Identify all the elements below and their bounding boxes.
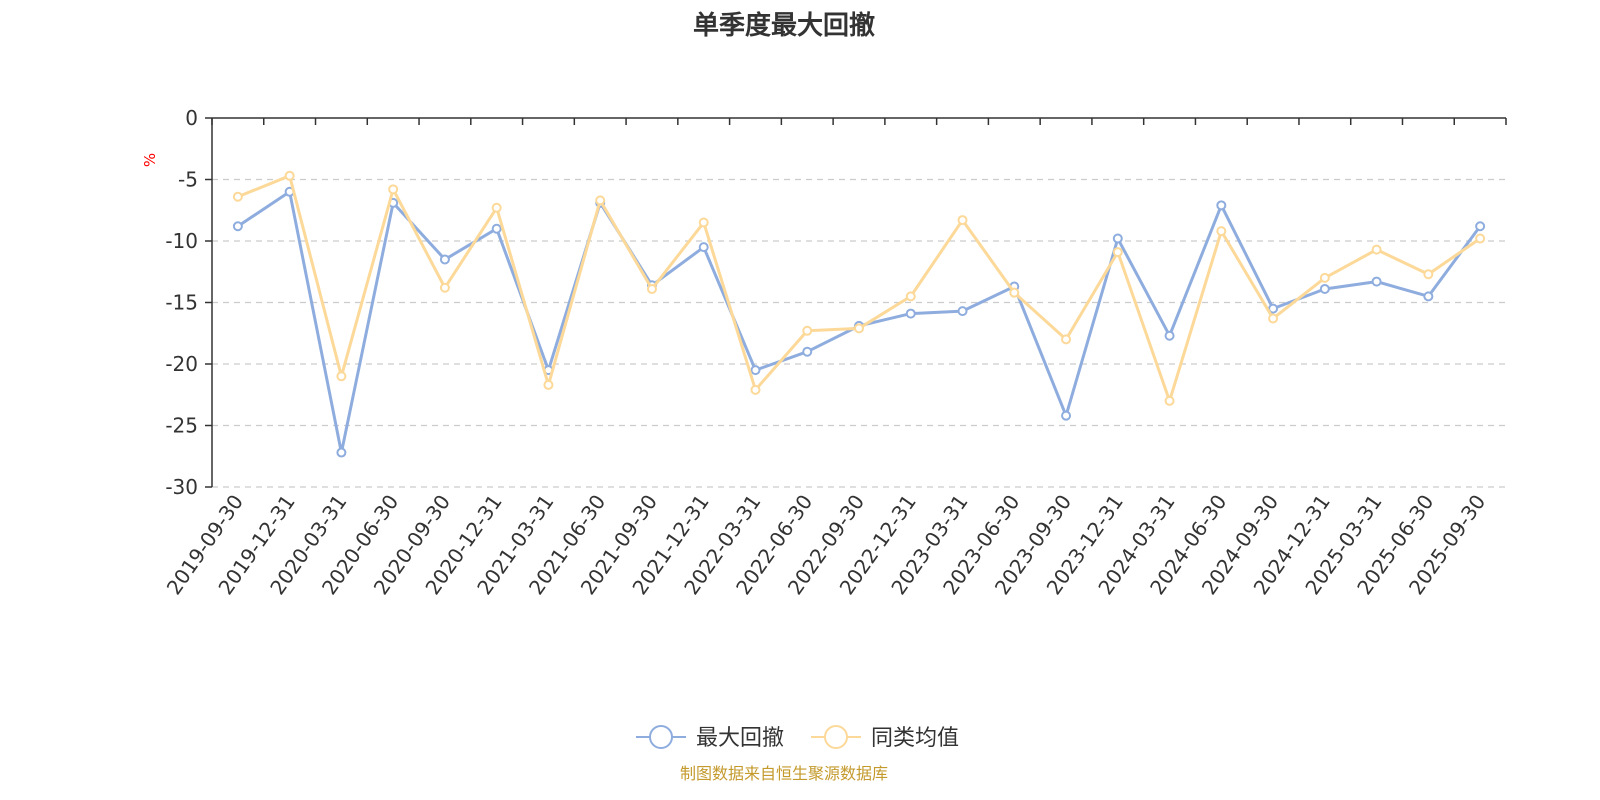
data-point[interactable] [336, 371, 347, 382]
data-point[interactable] [1371, 276, 1382, 287]
data-point[interactable] [1475, 221, 1486, 232]
data-point[interactable] [1009, 287, 1020, 298]
data-point[interactable] [1164, 330, 1175, 341]
data-point[interactable] [232, 191, 243, 202]
data-point[interactable] [232, 221, 243, 232]
data-point[interactable] [802, 346, 813, 357]
data-point[interactable] [1061, 410, 1072, 421]
series-2 [232, 170, 1486, 406]
data-point[interactable] [1216, 200, 1227, 211]
data-point[interactable] [854, 323, 864, 334]
legend-label: 同类均值 [871, 726, 959, 751]
data-point[interactable] [698, 242, 709, 253]
series-lines [232, 170, 1486, 458]
data-point[interactable] [1475, 233, 1486, 244]
data-point[interactable] [439, 282, 450, 293]
y-tick-label: -15 [165, 291, 198, 315]
data-point[interactable] [1112, 233, 1123, 244]
data-point[interactable] [1319, 272, 1330, 283]
data-point[interactable] [905, 291, 916, 302]
y-axis-unit-label: % [141, 153, 159, 167]
data-point[interactable] [1423, 291, 1434, 302]
data-source-note: 制图数据来自恒生聚源数据库 [680, 764, 888, 783]
data-point[interactable] [1164, 395, 1175, 406]
y-tick-label: -25 [165, 414, 198, 438]
y-tick-label: -10 [165, 229, 198, 253]
series-line [237, 174, 1481, 403]
data-point[interactable] [1216, 226, 1227, 237]
y-tick-label: -20 [165, 352, 198, 376]
y-tick-label: -30 [165, 475, 198, 499]
data-point[interactable] [388, 184, 399, 195]
legend-label: 最大回撤 [696, 726, 784, 751]
data-point[interactable] [802, 325, 813, 336]
data-point[interactable] [1112, 247, 1123, 258]
data-point[interactable] [1061, 334, 1072, 345]
data-point[interactable] [957, 215, 968, 226]
data-point[interactable] [491, 223, 502, 234]
data-point[interactable] [1371, 244, 1382, 255]
legend-item[interactable]: 最大回撤 [636, 725, 784, 751]
data-point[interactable] [698, 217, 709, 228]
legend: 最大回撤 同类均值 [636, 725, 959, 751]
data-point[interactable] [750, 365, 761, 376]
legend-item[interactable]: 同类均值 [811, 725, 959, 751]
data-point[interactable] [750, 384, 761, 395]
legend-marker-icon [649, 725, 673, 749]
chart-title: 单季度最大回撤 [693, 10, 875, 41]
data-point[interactable] [1268, 313, 1279, 324]
data-point[interactable] [543, 379, 554, 390]
y-tick-label: 0 [185, 106, 198, 130]
data-point[interactable] [957, 306, 968, 317]
data-point[interactable] [491, 202, 502, 213]
data-point[interactable] [646, 283, 657, 294]
y-tick-label: -5 [178, 168, 198, 192]
series-1 [232, 186, 1486, 458]
x-axis: 2019-09-302019-12-312020-03-312020-06-30… [162, 117, 1507, 599]
data-point[interactable] [595, 195, 606, 206]
data-point[interactable] [439, 254, 450, 265]
y-axis: 0 -5 -10 -15 -20 -25 -30 [165, 106, 213, 499]
data-point[interactable] [284, 170, 295, 181]
legend-marker-icon [824, 725, 848, 749]
data-point[interactable] [336, 447, 347, 458]
data-point[interactable] [1423, 269, 1434, 280]
data-point[interactable] [1268, 303, 1279, 314]
data-point[interactable] [905, 308, 916, 319]
data-point[interactable] [1319, 283, 1330, 294]
